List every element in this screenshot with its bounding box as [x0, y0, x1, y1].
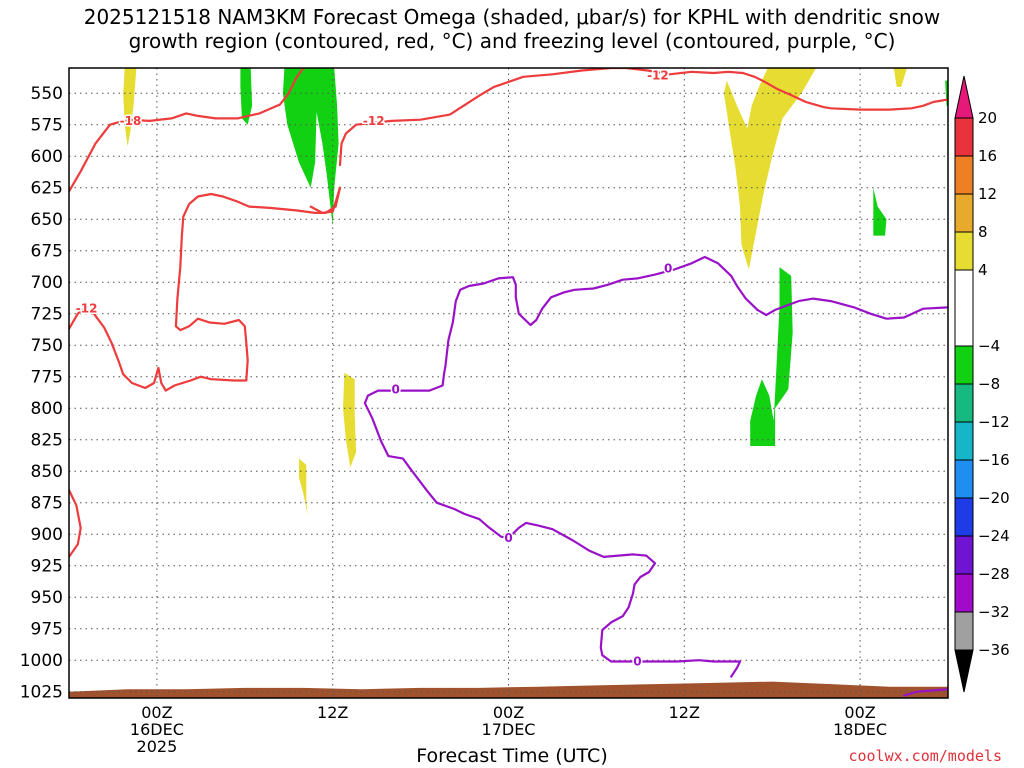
contour-label-1: -12 [363, 114, 385, 128]
contour-label-6: 0 [504, 531, 512, 545]
colorbar-bin-7 [954, 421, 974, 461]
colorbar-tick-label-11: −28 [978, 565, 1010, 583]
y-tick-label-575: 575 [31, 116, 63, 136]
omega-rising-area-13 [282, 68, 339, 226]
y-tick-label-625: 625 [31, 179, 63, 199]
colorbar-bin-8 [954, 459, 974, 499]
colorbar-bin-6 [954, 383, 974, 423]
colorbar-tick-label-8: −16 [978, 451, 1010, 469]
y-tick-label-750: 750 [31, 336, 63, 356]
x-tick-label-6-0: 00Z [141, 703, 172, 722]
omega-upward-area-10 [723, 68, 817, 270]
x-tick-label-42-0: 12Z [669, 703, 700, 722]
y-tick-label-925: 925 [31, 557, 63, 577]
contour-label-4: 0 [664, 261, 672, 275]
x-axis-label: Forecast Time (UTC) [416, 745, 608, 767]
x-tick-label-54-1: 18DEC [833, 720, 887, 739]
colorbar-tick-label-3: 8 [978, 223, 988, 241]
dgz-contour-4 [69, 489, 82, 559]
colorbar-tick-label-5: −4 [978, 337, 1000, 355]
dgz-contour-3 [69, 186, 342, 392]
colorbar-bin-1 [954, 155, 974, 195]
x-tick-label-6-1: 16DEC [130, 720, 184, 739]
credit-text: coolwx.com/models [848, 747, 1002, 765]
colorbar-tick-label-10: −24 [978, 527, 1010, 545]
omega-upward-area-8 [343, 372, 357, 468]
y-tick-label-700: 700 [31, 273, 63, 293]
x-tick-label-18-0: 12Z [317, 703, 348, 722]
y-tick-label-850: 850 [31, 462, 63, 482]
contour-label-2: -12 [647, 69, 669, 83]
y-tick-label-725: 725 [31, 305, 63, 325]
dgz-contour-0 [69, 68, 305, 193]
y-tick-label-550: 550 [31, 84, 63, 104]
colorbar-tick-label-2: 12 [978, 185, 997, 203]
omega-upward-area-11 [893, 68, 907, 87]
omega-upward-area-7 [123, 68, 137, 147]
colorbar-bin-12 [954, 611, 974, 651]
colorbar-bin-5 [954, 345, 974, 385]
colorbar-tick-label-13: −36 [978, 641, 1010, 659]
contour-label-0: -18 [120, 114, 142, 128]
colorbar-bin-3 [954, 231, 974, 271]
x-tick-label-54-0: 00Z [844, 703, 875, 722]
y-tick-label-900: 900 [31, 525, 63, 545]
freezing-level-contour-5 [363, 255, 948, 678]
x-tick-label-6-2: 2025 [137, 737, 178, 756]
colorbar-bin-10 [954, 535, 974, 575]
chart-title-line1: 2025121518 NAM3KM Forecast Omega (shaded… [83, 5, 941, 29]
freezing-level-contour-6 [902, 688, 948, 697]
omega-rising-area-12 [240, 68, 253, 125]
x-tick-label-30-1: 17DEC [482, 720, 536, 739]
chart-title-line2: growth region (contoured, red, °C) and f… [128, 29, 896, 53]
colorbar-bin-9 [954, 497, 974, 537]
omega-upward-area-9 [299, 458, 308, 516]
colorbar-bin-0 [954, 117, 974, 157]
colorbar-over-arrow [954, 75, 974, 119]
y-tick-label-1000: 1000 [20, 651, 63, 671]
y-tick-label-650: 650 [31, 210, 63, 230]
colorbar-under-arrow [954, 649, 974, 693]
colorbar-tick-label-0: 20 [978, 109, 997, 127]
contour-label-7: 0 [633, 654, 641, 668]
y-tick-label-825: 825 [31, 431, 63, 451]
colorbar-bin-2 [954, 193, 974, 233]
omega-rising-area-15 [750, 267, 793, 446]
dgz-contour-2 [309, 186, 342, 214]
colorbar-bin-11 [954, 573, 974, 613]
dgz-contour-1 [338, 68, 948, 167]
y-tick-label-875: 875 [31, 494, 63, 514]
colorbar-tick-label-9: −20 [978, 489, 1010, 507]
colorbar-tick-label-4: 4 [978, 261, 988, 279]
colorbar-tick-label-1: 16 [978, 147, 997, 165]
colorbar-tick-label-7: −12 [978, 413, 1010, 431]
x-tick-label-30-0: 00Z [493, 703, 524, 722]
y-tick-label-1025: 1025 [20, 683, 63, 703]
colorbar-tick-label-6: −8 [978, 375, 1000, 393]
y-tick-label-975: 975 [31, 620, 63, 640]
y-tick-label-950: 950 [31, 588, 63, 608]
colorbar-tick-label-12: −32 [978, 603, 1010, 621]
plot-frame [68, 67, 949, 699]
omega-rising-area-14 [873, 187, 887, 236]
contour-label-5: 0 [392, 382, 400, 396]
y-tick-label-775: 775 [31, 368, 63, 388]
y-tick-label-800: 800 [31, 399, 63, 419]
colorbar-bin-4 [954, 269, 974, 347]
y-tick-label-675: 675 [31, 242, 63, 262]
y-tick-label-600: 600 [31, 147, 63, 167]
contour-label-3: -12 [76, 302, 98, 316]
